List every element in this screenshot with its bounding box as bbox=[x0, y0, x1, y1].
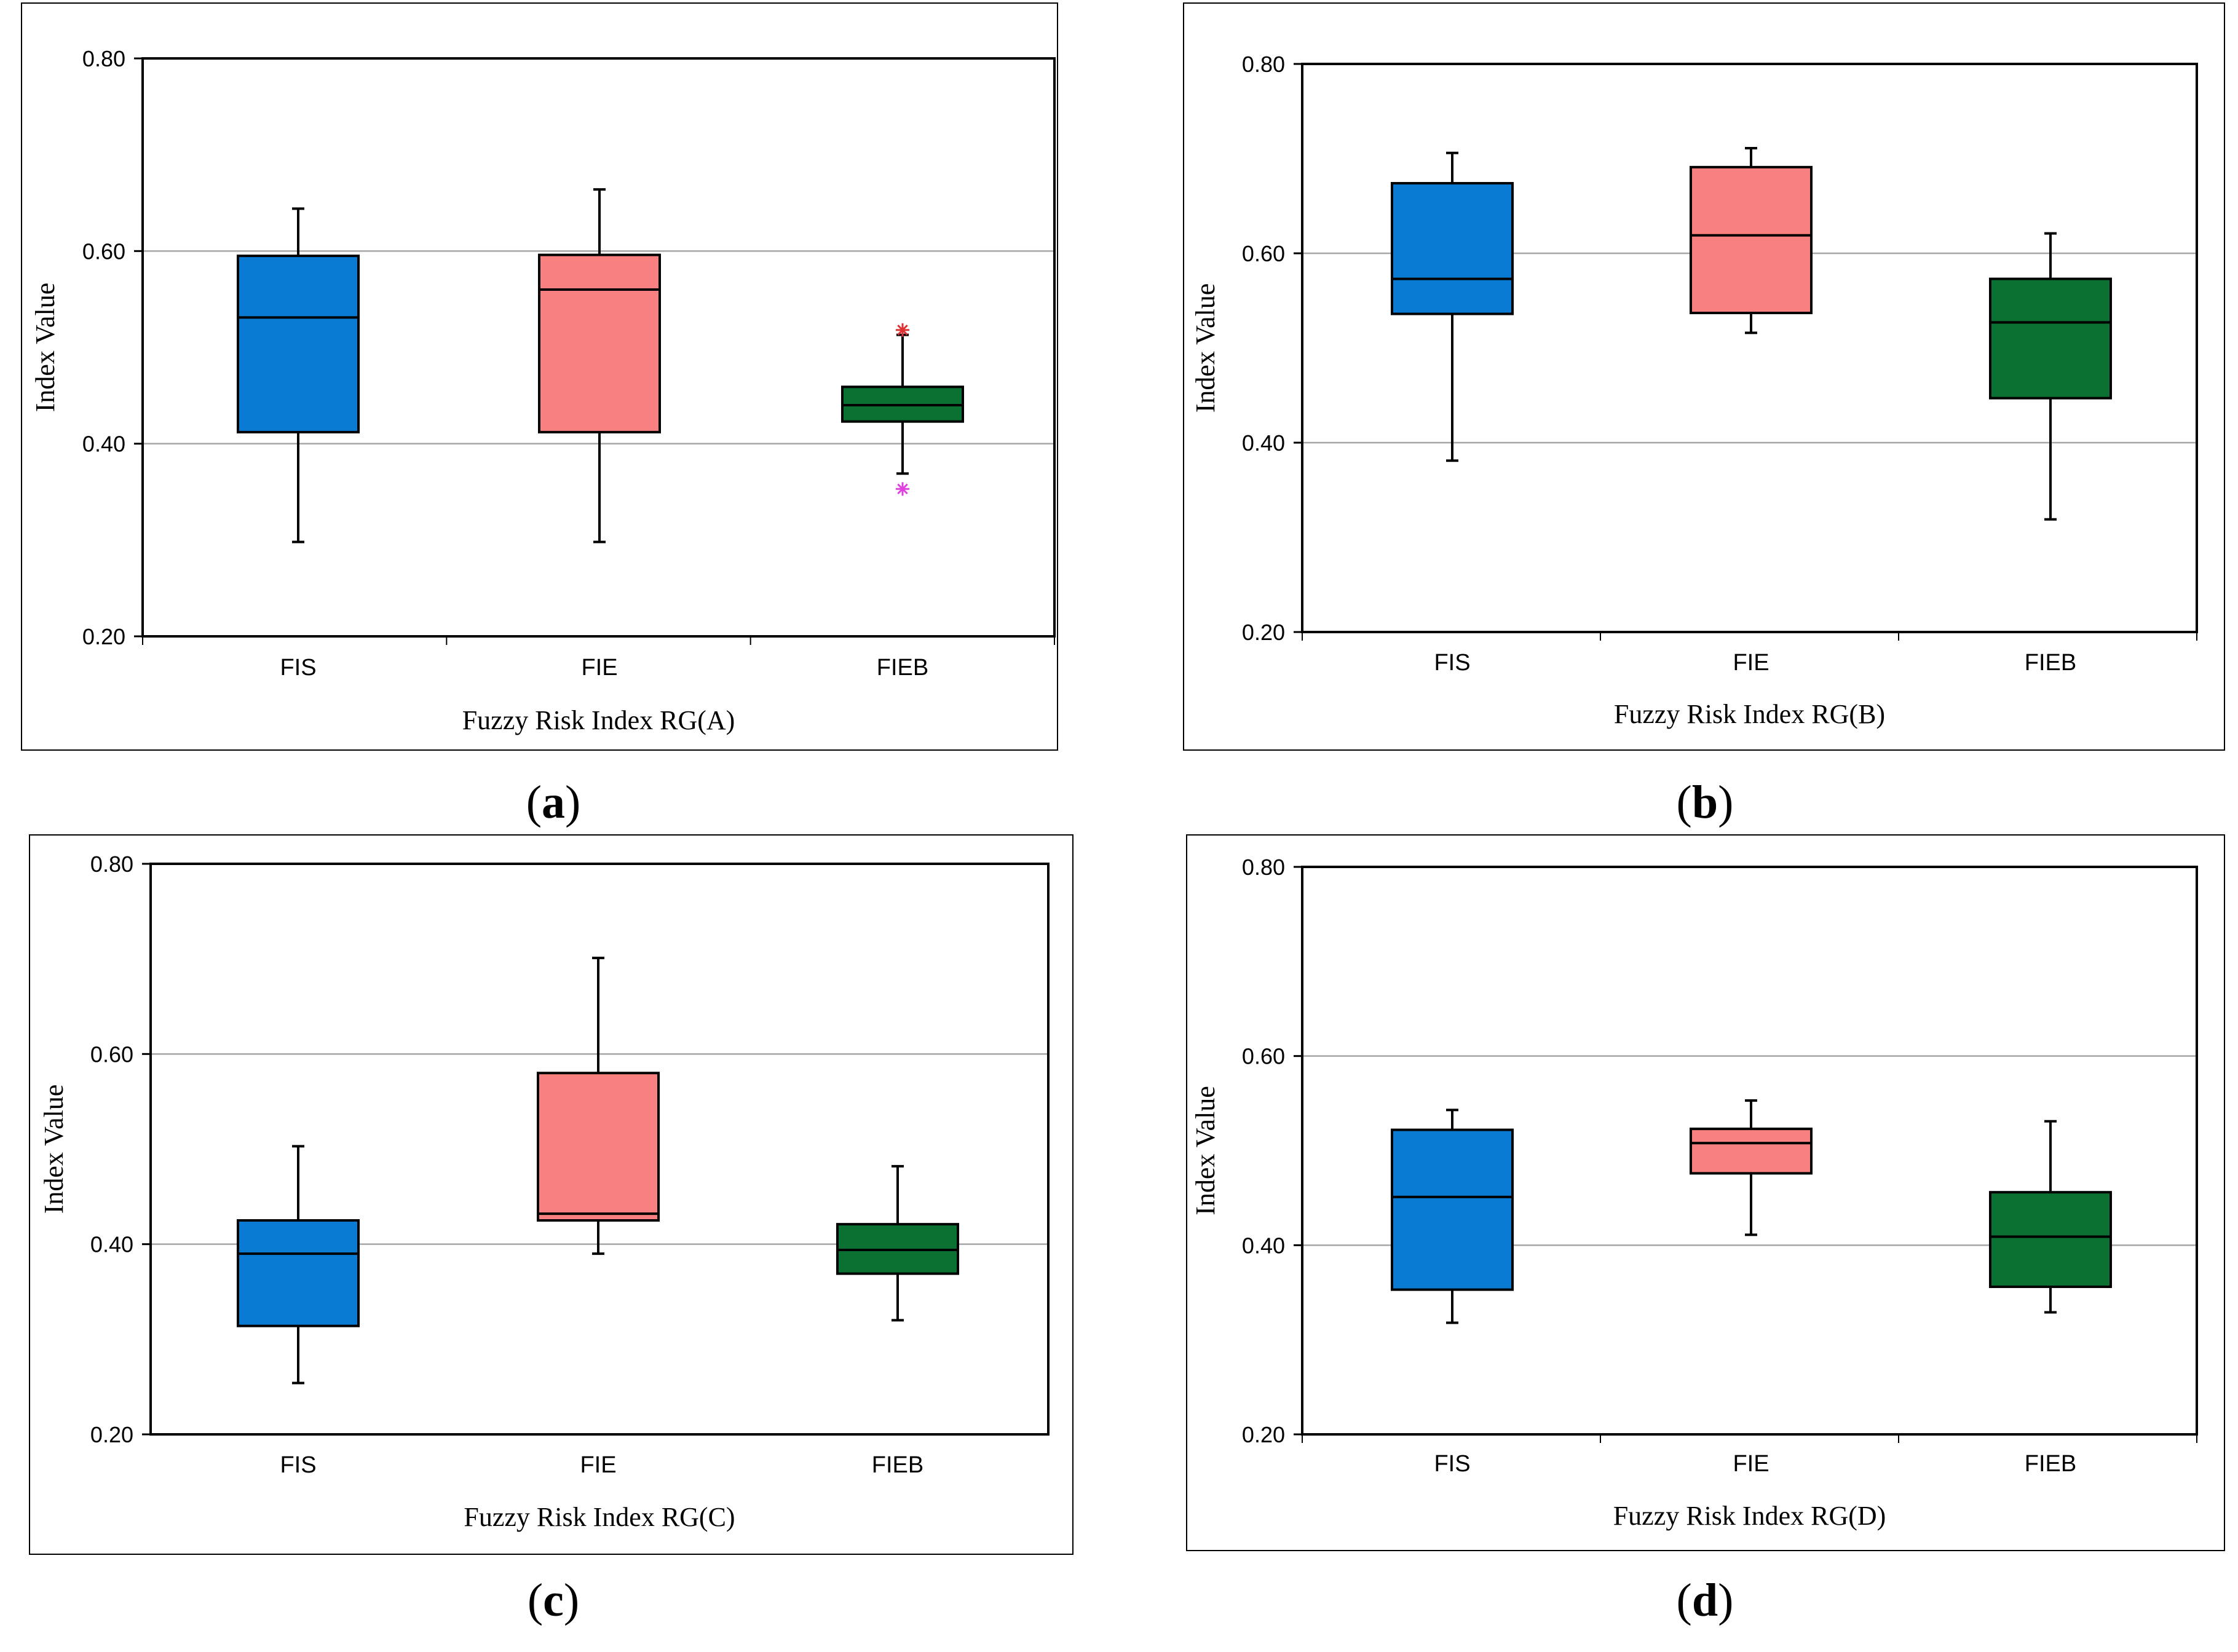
chart-panel-a: 0.20 0.40 0.60 0.80 FIS FIE FIEB Fuzzy Risk Ind… bbox=[21, 2, 1058, 828]
x-tick-label: FIE bbox=[1733, 650, 1769, 676]
box-iqr bbox=[1690, 165, 1813, 315]
y-tick-label: 0.60 bbox=[82, 239, 125, 264]
box-iqr bbox=[537, 1072, 660, 1222]
outlier-marker bbox=[896, 482, 909, 496]
y-tick-label: 0.40 bbox=[90, 1232, 133, 1257]
caption-paren-close: ) bbox=[1718, 777, 1733, 828]
caption-paren-close: ) bbox=[565, 777, 580, 828]
y-axis-label: Index Value bbox=[1190, 1086, 1220, 1215]
box-fis bbox=[1391, 151, 1514, 462]
box-fie bbox=[1690, 147, 1813, 334]
outlier-marker bbox=[896, 323, 909, 337]
plot-area bbox=[1301, 63, 2198, 633]
caption-letter: d bbox=[1692, 1575, 1718, 1626]
panel-frame bbox=[1186, 834, 2225, 1551]
y-axis-label: Index Value bbox=[30, 283, 60, 413]
box-fie bbox=[1690, 1099, 1813, 1236]
box-iqr bbox=[1391, 182, 1514, 315]
caption-letter: b bbox=[1692, 777, 1718, 828]
plot-area bbox=[141, 57, 1056, 638]
y-tick-label: 0.60 bbox=[1242, 1044, 1285, 1069]
y-axis-label: Index Value bbox=[39, 1085, 69, 1214]
box-fis bbox=[237, 1145, 360, 1385]
y-axis-label: Index Value bbox=[1190, 283, 1220, 413]
x-axis-label: Fuzzy Risk Index RG(D) bbox=[1613, 1501, 1886, 1531]
y-tick-label: 0.40 bbox=[82, 432, 125, 457]
y-tick-label: 0.60 bbox=[90, 1041, 133, 1067]
box-fie bbox=[538, 188, 661, 543]
caption-paren-close: ) bbox=[564, 1575, 579, 1626]
panel-caption: (a) bbox=[526, 777, 581, 828]
y-tick-label: 0.80 bbox=[1242, 855, 1285, 880]
box-iqr bbox=[1690, 1128, 1813, 1175]
x-tick-label: FIS bbox=[1434, 1451, 1470, 1477]
box-iqr bbox=[237, 255, 360, 433]
chart-panel-b: 0.20 0.40 0.60 0.80 FIS FIE FIEB Fuzzy Risk Ind… bbox=[1183, 2, 2225, 828]
box-fieb bbox=[841, 323, 964, 496]
panel-caption: (b) bbox=[1677, 777, 1734, 828]
box-fis bbox=[237, 207, 360, 543]
y-tick-label: 0.40 bbox=[1242, 430, 1285, 456]
y-tick-label: 0.60 bbox=[1242, 241, 1285, 266]
y-tick-label: 0.20 bbox=[1242, 1422, 1285, 1447]
x-tick-label: FIEB bbox=[2025, 650, 2076, 676]
y-tick-label: 0.20 bbox=[1242, 620, 1285, 645]
y-tick-label: 0.20 bbox=[82, 624, 125, 649]
panel-caption: (c) bbox=[528, 1575, 579, 1626]
x-tick-label: FIEB bbox=[2025, 1451, 2076, 1477]
chart-panel-c: 0.20 0.40 0.60 0.80 FIS FIE FIEB Fuzzy Risk Ind… bbox=[29, 834, 1074, 1626]
box-fieb bbox=[836, 1164, 959, 1322]
x-tick-label: FIE bbox=[1733, 1451, 1769, 1477]
box-iqr bbox=[1989, 277, 2112, 400]
chart-panel-d: 0.20 0.40 0.60 0.80 FIS FIE FIEB Fuzzy Risk Ind… bbox=[1186, 834, 2225, 1626]
y-tick-label: 0.20 bbox=[90, 1422, 133, 1447]
panel-frame bbox=[29, 834, 1074, 1555]
box-fie bbox=[537, 957, 660, 1255]
caption-letter: c bbox=[543, 1575, 564, 1626]
y-tick-label: 0.80 bbox=[1242, 52, 1285, 77]
box-iqr bbox=[1989, 1191, 2112, 1289]
box-fis bbox=[1391, 1109, 1514, 1324]
x-tick-label: FIE bbox=[581, 655, 617, 681]
x-axis-label: Fuzzy Risk Index RG(A) bbox=[462, 705, 735, 735]
caption-paren-open: ( bbox=[526, 777, 542, 828]
box-iqr bbox=[237, 1219, 360, 1327]
caption-paren-open: ( bbox=[528, 1575, 543, 1626]
x-tick-label: FIEB bbox=[872, 1452, 923, 1478]
x-axis-label: Fuzzy Risk Index RG(B) bbox=[1614, 699, 1885, 729]
x-tick-label: FIEB bbox=[877, 655, 928, 681]
x-tick-label: FIS bbox=[280, 655, 316, 681]
panel-caption: (d) bbox=[1677, 1575, 1734, 1626]
y-tick-label: 0.40 bbox=[1242, 1233, 1285, 1258]
caption-letter: a bbox=[542, 777, 565, 828]
panel-frame bbox=[1183, 2, 2225, 751]
y-tick-label: 0.80 bbox=[90, 852, 133, 877]
box-fieb bbox=[1989, 1120, 2112, 1314]
caption-paren-open: ( bbox=[1677, 1575, 1692, 1626]
panel-frame bbox=[21, 2, 1058, 751]
box-fieb bbox=[1989, 232, 2112, 521]
y-tick-label: 0.80 bbox=[82, 46, 125, 71]
x-tick-label: FIS bbox=[280, 1452, 316, 1478]
x-tick-label: FIS bbox=[1434, 650, 1470, 676]
x-tick-label: FIE bbox=[580, 1452, 616, 1478]
plot-area bbox=[149, 863, 1050, 1436]
caption-paren-open: ( bbox=[1677, 777, 1692, 828]
box-iqr bbox=[1391, 1128, 1514, 1291]
x-axis-label: Fuzzy Risk Index RG(C) bbox=[464, 1502, 735, 1532]
plot-area bbox=[1301, 866, 2198, 1436]
box-iqr bbox=[538, 253, 661, 433]
caption-paren-close: ) bbox=[1718, 1575, 1733, 1626]
